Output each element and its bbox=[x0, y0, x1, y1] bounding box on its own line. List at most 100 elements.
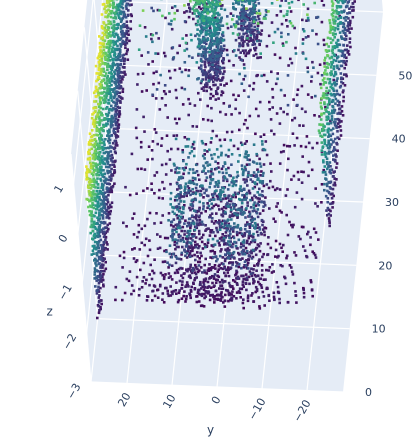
data-point bbox=[335, 162, 339, 165]
data-point bbox=[198, 47, 202, 50]
data-point bbox=[221, 66, 224, 70]
data-point bbox=[342, 16, 346, 20]
data-point bbox=[293, 26, 296, 30]
data-point bbox=[336, 24, 340, 28]
data-point bbox=[252, 33, 256, 36]
data-point bbox=[336, 112, 339, 115]
data-point bbox=[249, 48, 252, 52]
data-point bbox=[151, 60, 154, 63]
data-point bbox=[246, 52, 249, 55]
data-point bbox=[347, 27, 351, 31]
data-point bbox=[130, 3, 133, 6]
data-point bbox=[329, 92, 332, 96]
data-point bbox=[200, 21, 203, 25]
data-point bbox=[204, 53, 207, 57]
data-point bbox=[248, 14, 251, 17]
data-point bbox=[219, 41, 223, 44]
data-point bbox=[257, 9, 261, 12]
data-point bbox=[237, 0, 240, 2]
data-point bbox=[253, 47, 256, 50]
data-point bbox=[172, 56, 176, 59]
data-point bbox=[289, 10, 293, 13]
data-point bbox=[212, 34, 216, 37]
data-point bbox=[237, 94, 240, 97]
data-point bbox=[329, 24, 332, 28]
data-point bbox=[178, 67, 182, 70]
data-point bbox=[336, 92, 339, 96]
data-point bbox=[324, 69, 327, 72]
data-point bbox=[234, 24, 238, 27]
data-point bbox=[345, 34, 348, 38]
data-point bbox=[248, 24, 251, 28]
data-point bbox=[197, 52, 200, 56]
data-point bbox=[346, 4, 349, 8]
data-point bbox=[214, 16, 217, 19]
data-point bbox=[250, 28, 254, 31]
data-point bbox=[257, 2, 261, 5]
data-point bbox=[245, 7, 248, 10]
data-point bbox=[199, 7, 203, 11]
data-point bbox=[253, 25, 256, 29]
data-point bbox=[211, 65, 215, 68]
data-point bbox=[214, 69, 218, 73]
data-point bbox=[214, 90, 218, 93]
data-point bbox=[209, 42, 212, 45]
data-point bbox=[344, 63, 348, 66]
data-point bbox=[338, 93, 341, 97]
data-point bbox=[119, 0, 123, 3]
data-point bbox=[222, 102, 226, 105]
data-point bbox=[150, 37, 153, 41]
data-point bbox=[331, 25, 335, 29]
data-point bbox=[212, 19, 215, 22]
data-point bbox=[202, 52, 206, 55]
data-point bbox=[326, 66, 330, 69]
data-point bbox=[125, 41, 129, 45]
data-point bbox=[200, 0, 204, 2]
data-point bbox=[304, 110, 307, 114]
data-point bbox=[215, 66, 219, 70]
data-point bbox=[318, 63, 322, 66]
data-point bbox=[126, 29, 130, 33]
data-point bbox=[276, 77, 279, 81]
data-point bbox=[219, 20, 222, 24]
data-point bbox=[237, 2, 240, 6]
data-point bbox=[205, 42, 208, 46]
data-point bbox=[310, 80, 313, 83]
data-point bbox=[335, 43, 339, 47]
data-point bbox=[234, 98, 238, 101]
data-point bbox=[212, 83, 215, 87]
data-point bbox=[187, 97, 190, 101]
data-point bbox=[123, 62, 126, 65]
data-point bbox=[347, 21, 350, 24]
data-point bbox=[334, 93, 338, 96]
data-point bbox=[241, 41, 245, 45]
data-point bbox=[268, 100, 271, 104]
data-point bbox=[215, 65, 219, 68]
data-point bbox=[238, 32, 241, 36]
data-point bbox=[208, 5, 212, 8]
data-point bbox=[216, 28, 219, 31]
data-point bbox=[246, 8, 249, 12]
data-point bbox=[289, 21, 293, 25]
data-point bbox=[338, 31, 342, 34]
data-point bbox=[335, 155, 338, 158]
data-point bbox=[200, 17, 204, 20]
data-point bbox=[330, 63, 333, 66]
data-point bbox=[332, 108, 336, 112]
data-point bbox=[215, 43, 218, 46]
data-point bbox=[305, 135, 309, 138]
data-point bbox=[152, 9, 155, 13]
y-grid-floor bbox=[261, 8, 303, 389]
data-point bbox=[215, 3, 218, 6]
data-point bbox=[264, 140, 268, 143]
data-point bbox=[330, 56, 333, 59]
data-point bbox=[338, 120, 341, 124]
data-point bbox=[306, 7, 310, 11]
data-point bbox=[305, 19, 308, 22]
data-point bbox=[270, 129, 273, 133]
data-point bbox=[218, 13, 221, 16]
data-point bbox=[347, 23, 350, 26]
data-point bbox=[120, 5, 123, 9]
data-point bbox=[164, 16, 167, 20]
